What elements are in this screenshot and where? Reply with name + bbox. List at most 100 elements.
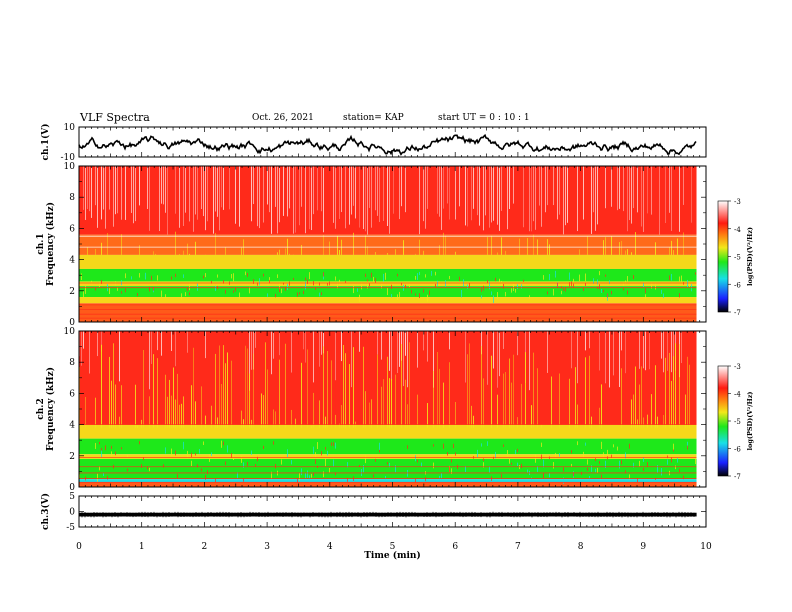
speckle — [221, 166, 222, 208]
speckle — [175, 231, 176, 255]
x-axis-label: Time (min) — [364, 550, 421, 561]
speckle — [439, 245, 440, 255]
band-6 — [79, 482, 697, 487]
speckle — [209, 454, 210, 462]
speckle — [441, 166, 442, 230]
speckle — [225, 247, 226, 255]
speckle — [443, 443, 444, 449]
speckle — [607, 449, 608, 456]
speckle — [403, 240, 404, 255]
speckle — [443, 232, 444, 255]
speckle — [269, 166, 270, 213]
speckle — [523, 166, 524, 228]
speckle — [245, 271, 246, 276]
speckle — [663, 415, 664, 428]
speckle — [553, 462, 554, 469]
speckle — [647, 462, 648, 467]
speckle — [173, 367, 174, 428]
speckle — [671, 457, 672, 463]
speckle — [153, 354, 154, 428]
colorbar-tick-label: -3 — [734, 198, 741, 206]
speckle — [599, 331, 600, 371]
speckle — [417, 273, 418, 281]
speckle — [611, 236, 612, 255]
speckle — [345, 166, 346, 229]
speckle — [439, 166, 440, 217]
speckle — [621, 460, 622, 465]
speckle — [671, 380, 672, 428]
speckle — [621, 368, 622, 428]
speckle — [101, 166, 102, 220]
speckle — [143, 349, 144, 428]
speckle — [103, 166, 104, 210]
speckle — [191, 452, 192, 458]
speckle — [571, 450, 572, 454]
speckle — [445, 235, 446, 255]
speckle — [591, 166, 592, 234]
speckle — [669, 247, 670, 255]
speckle — [131, 276, 132, 280]
speckle — [619, 242, 620, 255]
speckle — [383, 379, 384, 428]
speckle — [109, 166, 110, 210]
speckle — [281, 459, 282, 465]
speckle — [183, 250, 184, 255]
speckle — [487, 280, 488, 284]
speckle — [273, 409, 274, 428]
speckle — [467, 284, 468, 289]
speckle — [493, 295, 494, 304]
speckle — [95, 443, 96, 449]
speckle — [141, 464, 142, 468]
speckle — [567, 166, 568, 223]
speckle — [301, 362, 302, 428]
speckle — [389, 462, 390, 468]
speckle — [631, 252, 632, 255]
colorbar-tick-label: -4 — [734, 391, 741, 399]
speckle — [461, 289, 462, 298]
y-axis-label: Frequency (kHz) — [45, 202, 56, 286]
speckle — [167, 396, 168, 428]
speckle — [217, 274, 218, 278]
speckle — [525, 352, 526, 428]
speckle — [205, 273, 206, 278]
speckle — [659, 166, 660, 235]
speckle — [181, 293, 182, 300]
speckle — [501, 166, 502, 211]
speckle — [517, 448, 518, 453]
ch1-waveform — [78, 133, 697, 156]
speckle — [215, 286, 216, 292]
speckle — [593, 166, 594, 213]
speckle — [333, 442, 334, 446]
speckle — [341, 405, 342, 428]
speckle — [185, 166, 186, 213]
speckle — [189, 282, 190, 291]
speckle — [161, 290, 162, 297]
speckle — [183, 166, 184, 226]
speckle — [323, 471, 324, 478]
speckle — [263, 395, 264, 428]
x-tick-label: 6 — [452, 542, 458, 552]
speckle — [529, 295, 530, 299]
speckle — [425, 166, 426, 229]
speckle — [203, 166, 204, 217]
speckle — [323, 235, 324, 255]
y-tick-label: 2 — [69, 287, 75, 297]
speckle — [329, 281, 330, 286]
speckle — [161, 331, 162, 356]
speckle — [509, 358, 510, 428]
speckle — [427, 331, 428, 362]
speckle — [363, 166, 364, 230]
speckle — [673, 449, 674, 452]
speckle — [247, 461, 248, 466]
speckle — [335, 472, 336, 476]
speckle — [679, 468, 680, 473]
speckle — [149, 467, 150, 472]
speckle — [479, 166, 480, 226]
speckle — [211, 405, 212, 428]
speckle — [171, 395, 172, 428]
speckle — [195, 241, 196, 255]
speckle — [629, 166, 630, 221]
speckle — [415, 478, 416, 483]
speckle — [307, 470, 308, 478]
